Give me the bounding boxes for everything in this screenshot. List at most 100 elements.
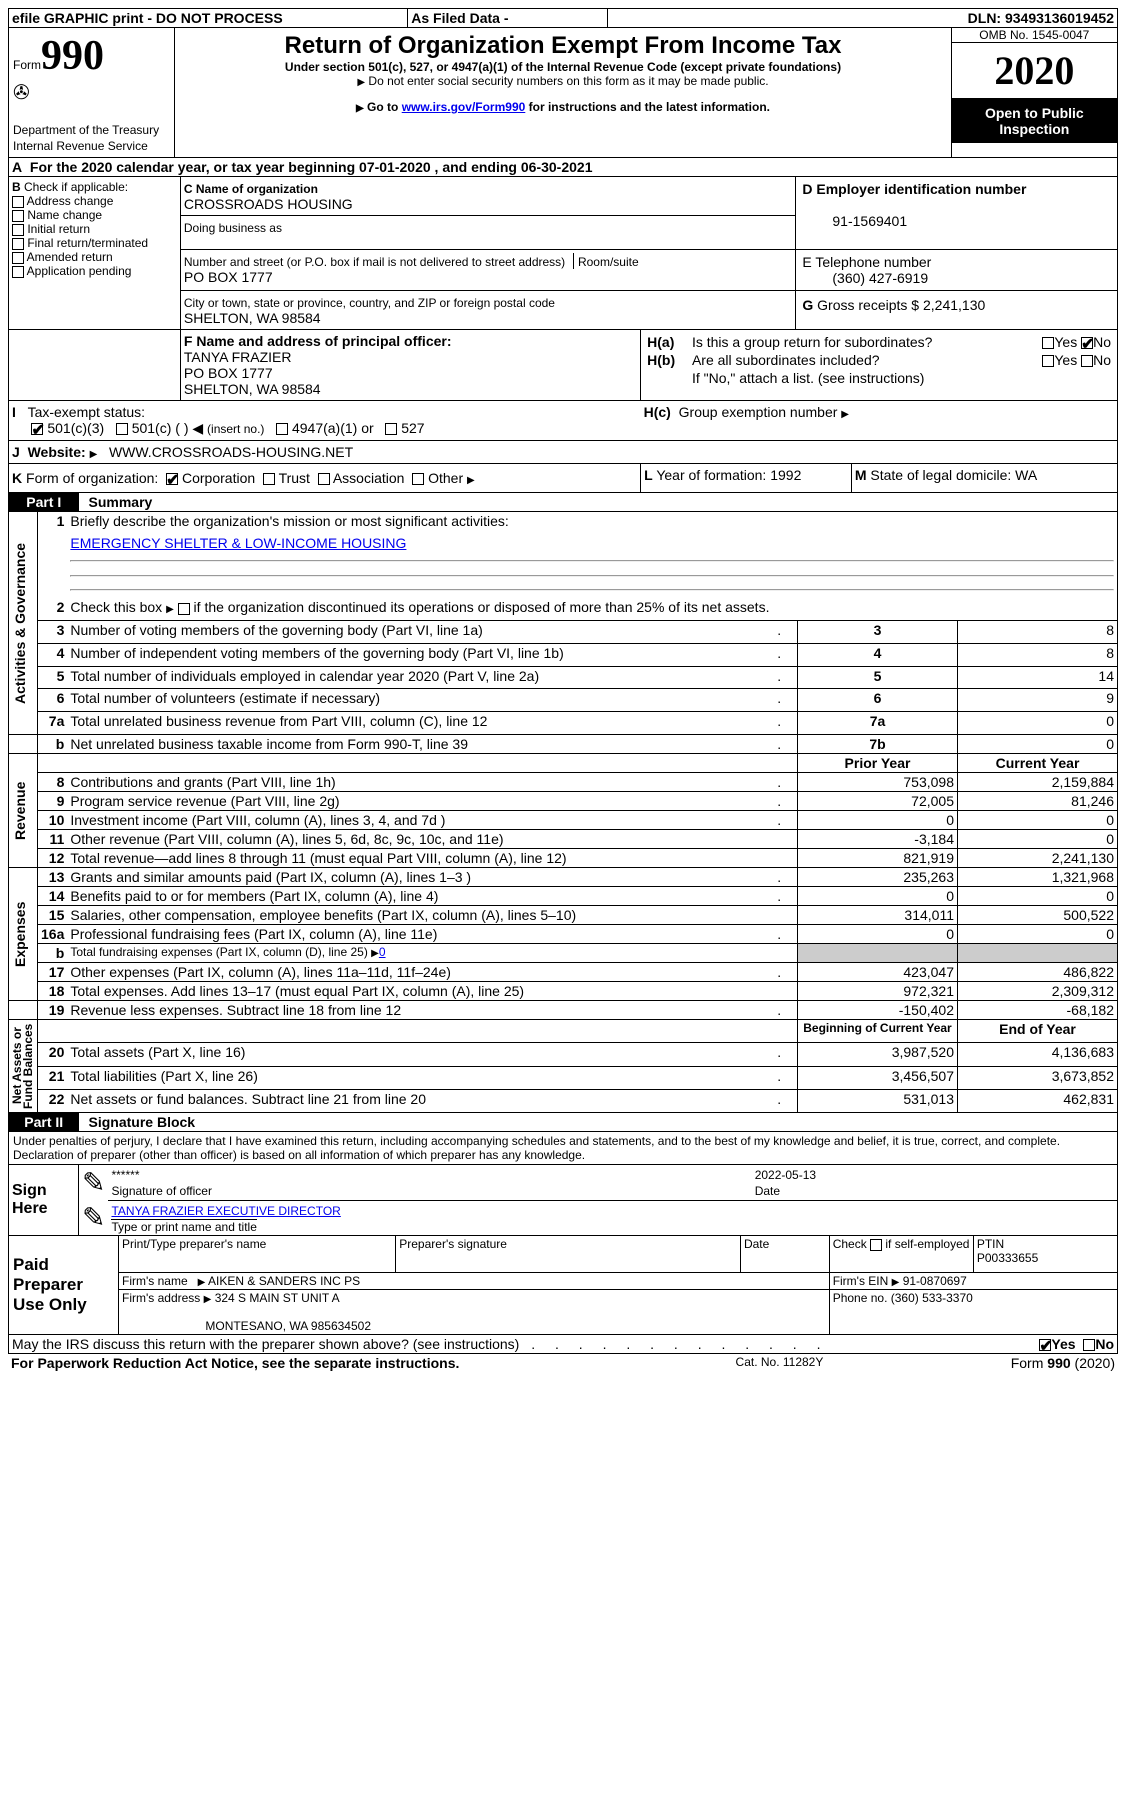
hb-yes-checkbox[interactable] bbox=[1042, 355, 1054, 367]
begin-year-header: Beginning of Current Year bbox=[798, 1020, 958, 1043]
section-g: G Gross receipts $ 2,241,130 bbox=[796, 291, 1118, 330]
ha-yes-checkbox[interactable] bbox=[1042, 337, 1054, 349]
title-cell: Return of Organization Exempt From Incom… bbox=[175, 28, 951, 158]
section-e: E Telephone number (360) 427-6919 bbox=[796, 250, 1118, 291]
firm-phone-cell: Phone no. (360) 533-3370 bbox=[829, 1289, 1117, 1334]
final-return-checkbox[interactable] bbox=[12, 238, 24, 250]
line8-curr: 2,159,884 bbox=[958, 773, 1118, 792]
corp-checkbox[interactable] bbox=[166, 473, 178, 485]
firm-ein-cell: Firm's EIN 91-0870697 bbox=[829, 1272, 1117, 1289]
paid-preparer-label: Paid Preparer Use Only bbox=[9, 1236, 119, 1334]
side-activities: Activities & Governance bbox=[9, 512, 38, 735]
line10-label: Investment income (Part VIII, column (A)… bbox=[67, 811, 774, 830]
line8-prior: 753,098 bbox=[798, 773, 958, 792]
line20-label: Total assets (Part X, line 16) bbox=[67, 1043, 774, 1066]
line5-val: 14 bbox=[958, 666, 1118, 689]
line19-label: Revenue less expenses. Subtract line 18 … bbox=[67, 1001, 774, 1020]
pen-icon: ✎ bbox=[79, 1165, 109, 1201]
name-change-checkbox[interactable] bbox=[12, 210, 24, 222]
4947-checkbox[interactable] bbox=[276, 423, 288, 435]
501c3-checkbox[interactable] bbox=[31, 423, 43, 435]
initial-return-checkbox[interactable] bbox=[12, 224, 24, 236]
line16a-label: Professional fundraising fees (Part IX, … bbox=[67, 925, 774, 944]
ein: 91-1569401 bbox=[802, 213, 1111, 229]
hb-no-checkbox[interactable] bbox=[1081, 355, 1093, 367]
officer-name-cell: TANYA FRAZIER EXECUTIVE DIRECTOR Type or… bbox=[108, 1200, 1117, 1236]
city: SHELTON, WA 98584 bbox=[184, 310, 321, 326]
line9-label: Program service revenue (Part VIII, line… bbox=[67, 792, 774, 811]
section-j: J Website: WWW.CROSSROADS-HOUSING.NET bbox=[9, 441, 1118, 464]
line6-val: 9 bbox=[958, 689, 1118, 712]
phone: (360) 427-6919 bbox=[802, 270, 1111, 286]
part2-title: Signature Block bbox=[79, 1113, 1118, 1131]
line6-label: Total number of volunteers (estimate if … bbox=[67, 689, 774, 712]
discuss-yes-checkbox[interactable] bbox=[1039, 1339, 1051, 1351]
address-change-checkbox[interactable] bbox=[12, 196, 24, 208]
end-year-header: End of Year bbox=[958, 1020, 1118, 1043]
section-c-name: C Name of organization CROSSROADS HOUSIN… bbox=[180, 177, 796, 216]
form-label: Form bbox=[13, 58, 41, 72]
ha-no-checkbox[interactable] bbox=[1081, 337, 1093, 349]
part2-label: Part II bbox=[9, 1113, 79, 1131]
line2-checkbox[interactable] bbox=[178, 603, 190, 615]
527-checkbox[interactable] bbox=[385, 423, 397, 435]
firm-addr-cell: Firm's address 324 S MAIN ST UNIT A MONT… bbox=[119, 1289, 830, 1334]
501c-checkbox[interactable] bbox=[116, 423, 128, 435]
trust-checkbox[interactable] bbox=[263, 473, 275, 485]
efile-text: efile GRAPHIC print - DO NOT PROCESS bbox=[9, 9, 408, 28]
form-title: Return of Organization Exempt From Incom… bbox=[178, 32, 947, 60]
discuss-no-checkbox[interactable] bbox=[1083, 1339, 1095, 1351]
top-bar: efile GRAPHIC print - DO NOT PROCESS As … bbox=[8, 8, 1118, 28]
line7b-val: 0 bbox=[958, 735, 1118, 754]
line11-label: Other revenue (Part VIII, column (A), li… bbox=[67, 830, 797, 849]
line22-label: Net assets or fund balances. Subtract li… bbox=[67, 1089, 774, 1112]
prep-name-label: Print/Type preparer's name bbox=[119, 1236, 396, 1272]
irs-link[interactable]: www.irs.gov/Form990 bbox=[402, 100, 526, 114]
prior-year-header: Prior Year bbox=[798, 754, 958, 773]
amended-return-checkbox[interactable] bbox=[12, 252, 24, 264]
asfiled-text: As Filed Data - bbox=[408, 9, 608, 28]
sign-here-label: Sign Here bbox=[9, 1165, 79, 1236]
line3-val: 8 bbox=[958, 621, 1118, 644]
mission-text[interactable]: EMERGENCY SHELTER & LOW-INCOME HOUSING bbox=[70, 535, 406, 551]
self-employed-checkbox[interactable] bbox=[870, 1239, 882, 1251]
city-cell: City or town, state or province, country… bbox=[180, 291, 796, 330]
dept-treasury: Department of the Treasury Internal Reve… bbox=[13, 123, 159, 153]
line8-label: Contributions and grants (Part VIII, lin… bbox=[67, 773, 774, 792]
website-url: WWW.CROSSROADS-HOUSING.NET bbox=[109, 444, 353, 460]
gross-receipts: 2,241,130 bbox=[923, 297, 985, 313]
street-cell: Number and street (or P.O. box if mail i… bbox=[180, 250, 796, 291]
current-year-header: Current Year bbox=[958, 754, 1118, 773]
application-pending-checkbox[interactable] bbox=[12, 266, 24, 278]
dln: DLN: 93493136019452 bbox=[862, 9, 1117, 28]
other-checkbox[interactable] bbox=[412, 473, 424, 485]
perjury-text: Under penalties of perjury, I declare th… bbox=[8, 1131, 1118, 1164]
officer-sig-cell: ****** Signature of officer bbox=[108, 1165, 751, 1201]
section-b: B Check if applicable: Address change Na… bbox=[9, 177, 181, 329]
line21-label: Total liabilities (Part X, line 26) bbox=[67, 1066, 774, 1089]
open-public: Open to Public Inspection bbox=[952, 99, 1117, 143]
part1-label: Part I bbox=[9, 493, 79, 511]
assoc-checkbox[interactable] bbox=[318, 473, 330, 485]
omb-number: OMB No. 1545-0047 bbox=[952, 28, 1117, 43]
line16b-label: Total fundraising expenses (Part IX, col… bbox=[67, 944, 797, 963]
section-hc: H(c) Group exemption number bbox=[641, 401, 1118, 441]
line7a-label: Total unrelated business revenue from Pa… bbox=[67, 712, 774, 735]
form-990: 990 bbox=[41, 33, 104, 79]
section-m: M State of legal domicile: WA bbox=[851, 464, 1117, 493]
self-employed-cell: Check if self-employed bbox=[829, 1236, 973, 1272]
line15-label: Salaries, other compensation, employee b… bbox=[67, 906, 797, 925]
line4-val: 8 bbox=[958, 643, 1118, 666]
line-a: A For the 2020 calendar year, or tax yea… bbox=[9, 158, 1118, 177]
ptin-cell: PTINP00333655 bbox=[973, 1236, 1117, 1272]
header-block: Form990 ✇ Department of the Treasury Int… bbox=[8, 28, 1118, 158]
section-d: D Employer identification number 91-1569… bbox=[796, 177, 1118, 250]
firm-name-cell: Firm's name AIKEN & SANDERS INC PS bbox=[119, 1272, 830, 1289]
side-expenses: Expenses bbox=[9, 868, 38, 1001]
line7b-label: Net unrelated business taxable income fr… bbox=[67, 735, 774, 754]
dba-cell: Doing business as bbox=[180, 216, 796, 250]
sig-date-cell: 2022-05-13 Date bbox=[752, 1165, 1118, 1201]
year-cell: OMB No. 1545-0047 2020 Open to Public In… bbox=[951, 28, 1117, 158]
line4-label: Number of independent voting members of … bbox=[67, 643, 774, 666]
tax-year: 2020 bbox=[952, 43, 1117, 99]
